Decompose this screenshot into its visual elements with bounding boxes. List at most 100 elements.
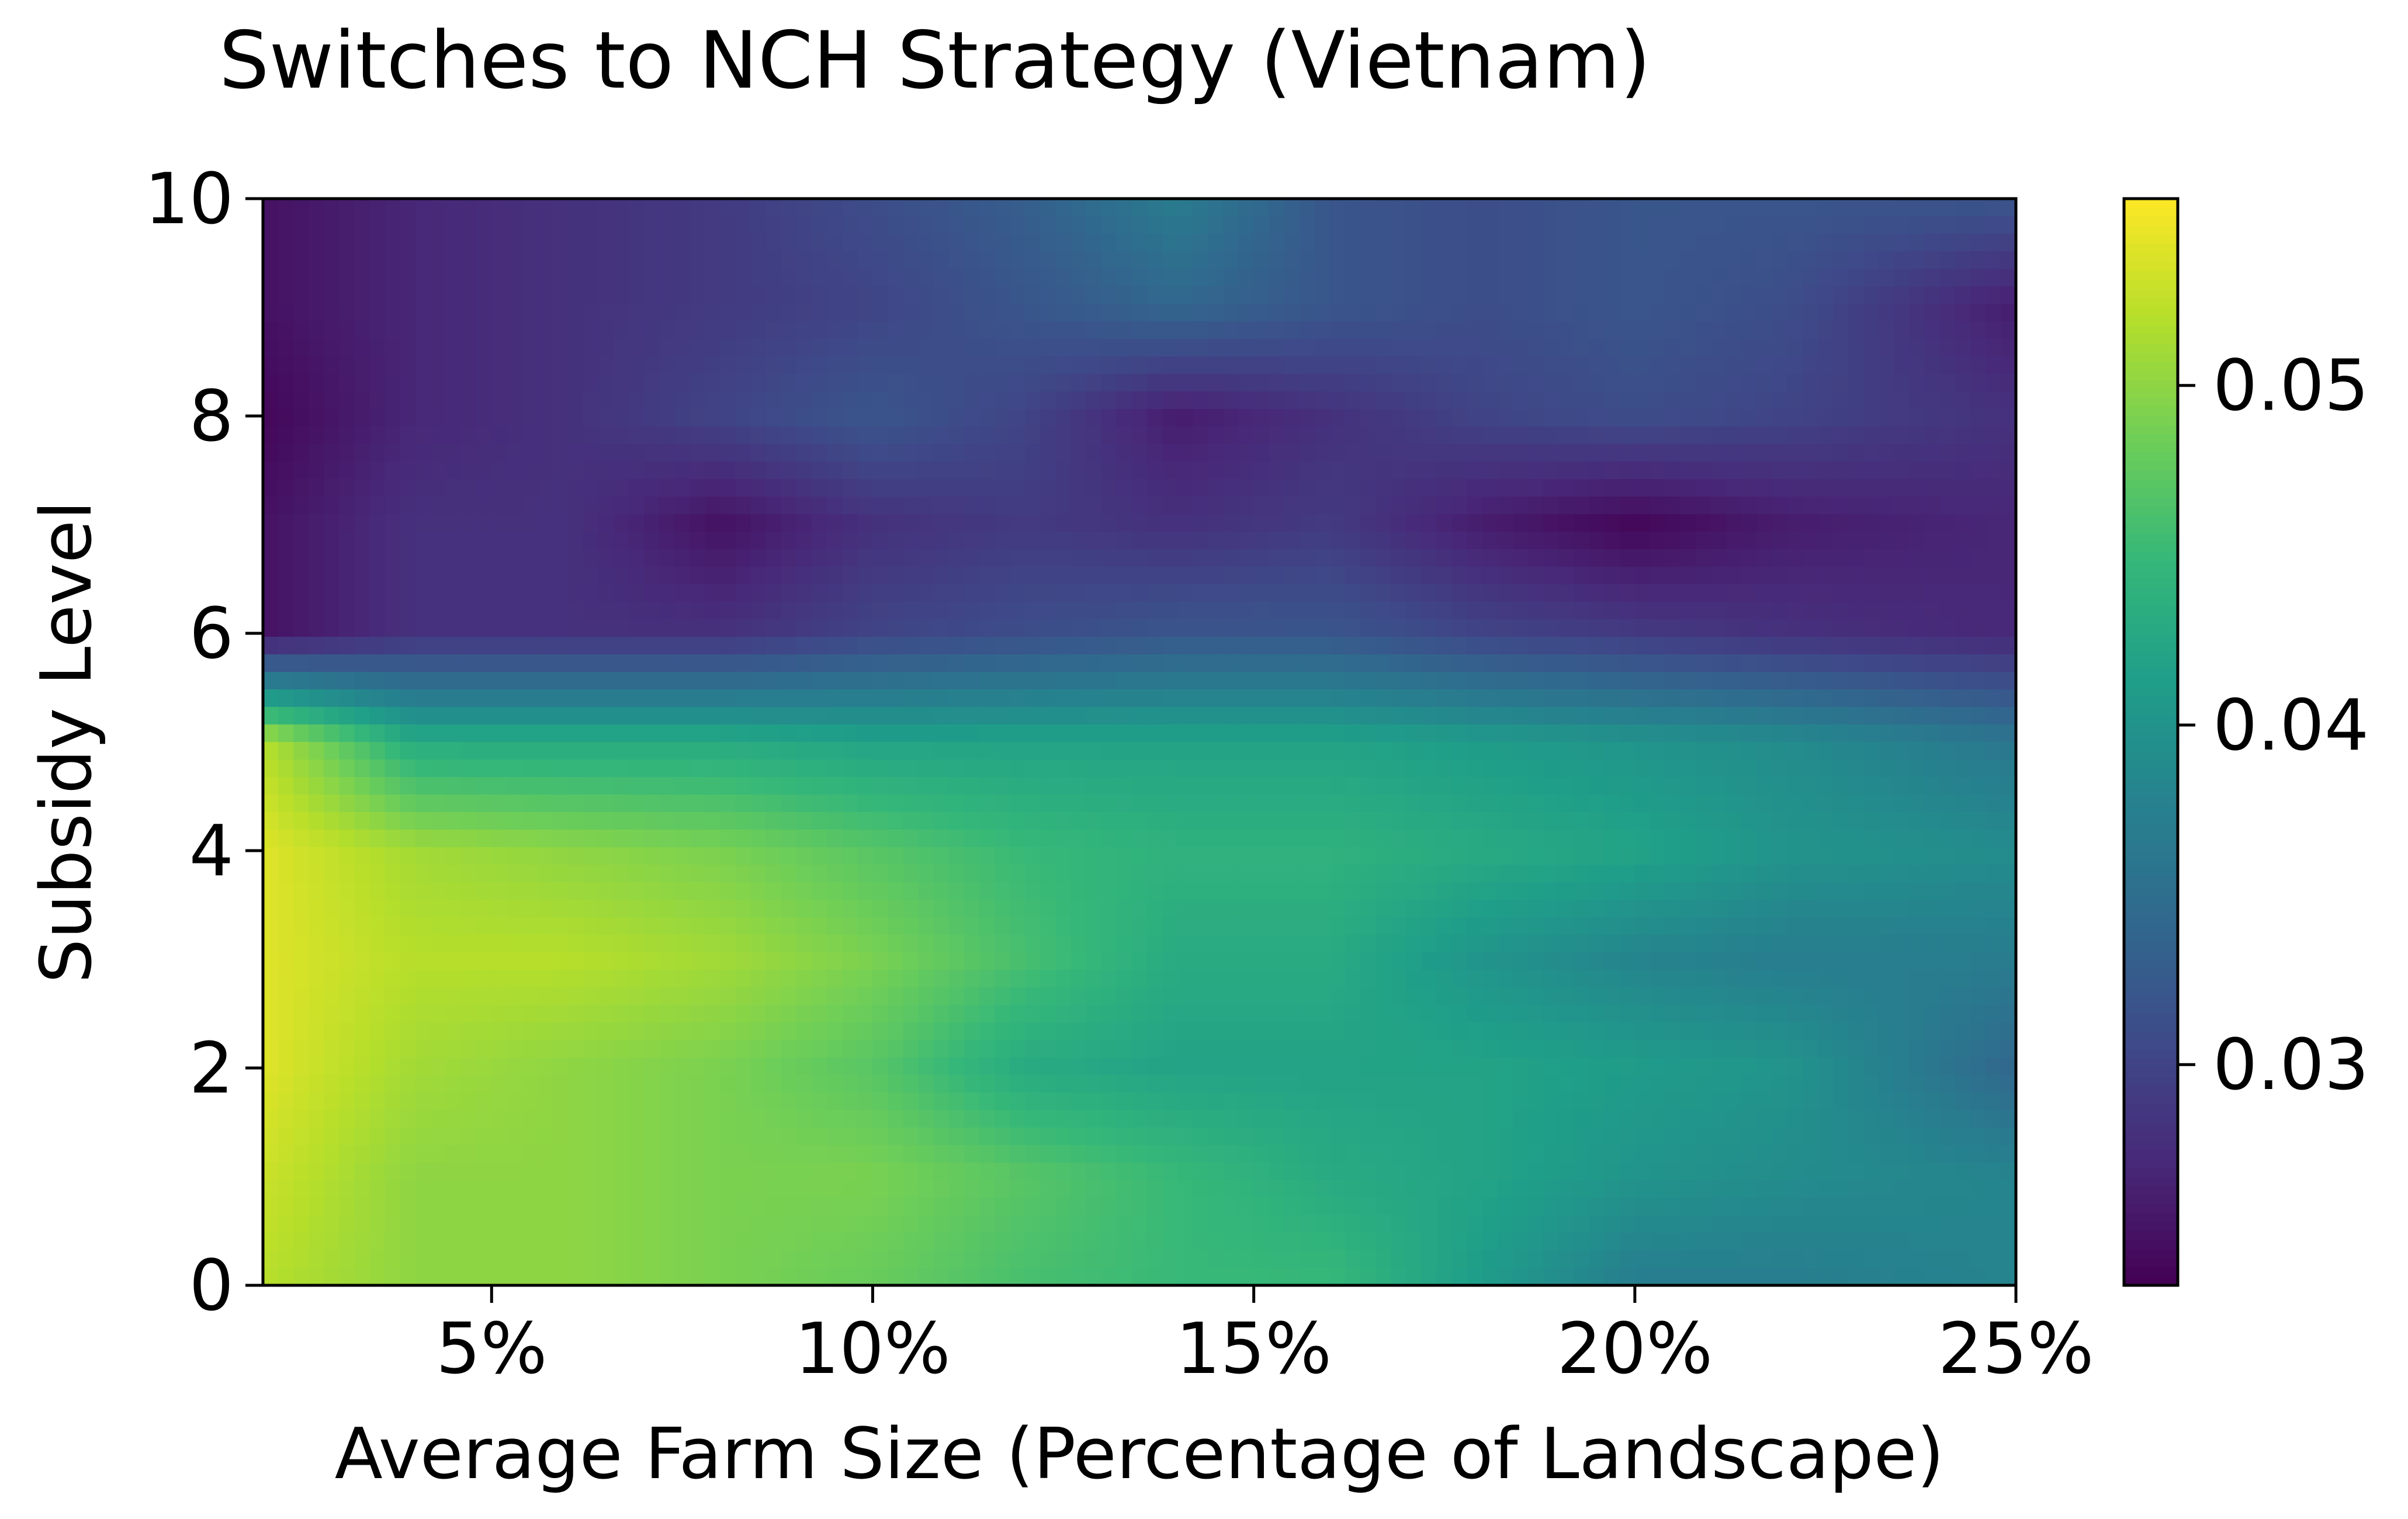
heatmap-cell bbox=[1909, 444, 1925, 462]
heatmap-cell bbox=[995, 251, 1011, 269]
heatmap-cell bbox=[979, 356, 995, 374]
heatmap-cell bbox=[1863, 444, 1880, 462]
heatmap-cell bbox=[1177, 426, 1194, 445]
heatmap-cell bbox=[1650, 479, 1666, 497]
heatmap-cell bbox=[491, 917, 508, 935]
heatmap-cell bbox=[1604, 304, 1620, 322]
heatmap-cell bbox=[705, 724, 721, 743]
heatmap-cell bbox=[1970, 409, 1986, 427]
heatmap-cell bbox=[1208, 812, 1224, 830]
heatmap-cell bbox=[1817, 216, 1834, 234]
heatmap-cell bbox=[933, 952, 950, 970]
heatmap-cell bbox=[1802, 251, 1818, 269]
heatmap-cell bbox=[309, 812, 325, 830]
heatmap-cell bbox=[1894, 795, 1910, 813]
heatmap-cell bbox=[1406, 847, 1422, 865]
heatmap-cell bbox=[1894, 462, 1910, 480]
heatmap-cell bbox=[964, 689, 980, 708]
heatmap-cell bbox=[1589, 234, 1605, 252]
heatmap-cell bbox=[1193, 742, 1209, 760]
heatmap-cell bbox=[1238, 199, 1255, 217]
heatmap-cell bbox=[720, 339, 736, 357]
heatmap-cell bbox=[995, 426, 1011, 445]
heatmap-cell bbox=[1528, 462, 1544, 480]
heatmap-cell bbox=[1970, 199, 1986, 217]
heatmap-cell bbox=[461, 356, 477, 374]
heatmap-cell bbox=[415, 444, 431, 462]
heatmap-cell bbox=[705, 637, 721, 655]
heatmap-cell bbox=[750, 584, 767, 602]
heatmap-cell bbox=[705, 426, 721, 445]
heatmap-cell bbox=[507, 724, 523, 743]
heatmap-cell bbox=[278, 409, 294, 427]
heatmap-cell bbox=[1436, 567, 1453, 585]
heatmap-cell bbox=[1817, 321, 1834, 339]
heatmap-cell bbox=[476, 479, 493, 497]
heatmap-cell bbox=[720, 269, 736, 287]
heatmap-cell bbox=[1863, 462, 1880, 480]
heatmap-cell bbox=[384, 549, 401, 567]
heatmap-cell bbox=[705, 777, 721, 795]
heatmap-cell bbox=[522, 602, 538, 620]
heatmap-cell bbox=[1055, 409, 1072, 427]
heatmap-cell bbox=[1299, 742, 1315, 760]
heatmap-cell bbox=[1863, 619, 1880, 637]
heatmap-cell bbox=[522, 672, 538, 690]
heatmap-cell bbox=[1070, 304, 1087, 322]
heatmap-cell bbox=[644, 321, 660, 339]
heatmap-cell bbox=[1055, 444, 1072, 462]
heatmap-cell bbox=[1131, 935, 1148, 953]
heatmap-cell bbox=[1772, 339, 1788, 357]
heatmap-cell bbox=[552, 339, 569, 357]
heatmap-cell bbox=[507, 497, 523, 515]
heatmap-cell bbox=[1985, 917, 2001, 935]
heatmap-cell bbox=[1741, 760, 1758, 778]
heatmap-cell bbox=[1345, 760, 1361, 778]
heatmap-cell bbox=[1879, 654, 1895, 672]
heatmap-cell bbox=[1040, 304, 1056, 322]
heatmap-cell bbox=[1406, 865, 1422, 883]
heatmap-cell bbox=[979, 549, 995, 567]
heatmap-cell bbox=[903, 742, 919, 760]
heatmap-cell bbox=[750, 724, 767, 743]
heatmap-cell bbox=[1360, 479, 1377, 497]
heatmap-cell bbox=[1451, 637, 1468, 655]
heatmap-cell bbox=[1025, 497, 1041, 515]
heatmap-cell bbox=[1650, 356, 1666, 374]
heatmap-cell bbox=[1528, 917, 1544, 935]
heatmap-cell bbox=[1253, 286, 1270, 304]
heatmap-cell bbox=[857, 234, 874, 252]
heatmap-cell bbox=[1832, 777, 1849, 795]
heatmap-cell bbox=[1330, 532, 1346, 550]
heatmap-cell bbox=[1543, 286, 1560, 304]
heatmap-cell bbox=[1421, 882, 1437, 900]
heatmap-cell bbox=[1269, 707, 1285, 725]
heatmap-cell bbox=[1787, 760, 1803, 778]
heatmap-cell bbox=[1451, 689, 1468, 708]
heatmap-cell bbox=[1101, 339, 1117, 357]
heatmap-cell bbox=[1894, 847, 1910, 865]
heatmap-cell bbox=[1558, 216, 1575, 234]
heatmap-cell bbox=[979, 742, 995, 760]
heatmap-cell bbox=[567, 760, 584, 778]
heatmap-cell bbox=[1787, 199, 1803, 217]
heatmap-cell bbox=[309, 321, 325, 339]
heatmap-cell bbox=[1787, 830, 1803, 848]
heatmap-cell bbox=[1116, 584, 1132, 602]
heatmap-cell bbox=[1177, 602, 1194, 620]
heatmap-cell bbox=[598, 760, 614, 778]
heatmap-cell bbox=[263, 216, 279, 234]
heatmap-cell bbox=[369, 672, 386, 690]
heatmap-cell bbox=[1086, 356, 1102, 374]
heatmap-cell bbox=[415, 602, 431, 620]
heatmap-cell bbox=[1696, 654, 1712, 672]
heatmap-cell bbox=[1619, 567, 1636, 585]
heatmap-cell bbox=[1482, 707, 1498, 725]
heatmap-cell bbox=[1650, 672, 1666, 690]
heatmap-cell bbox=[1498, 619, 1513, 637]
heatmap-cell bbox=[1848, 689, 1864, 708]
heatmap-cell bbox=[1543, 391, 1560, 410]
heatmap-cell bbox=[1528, 777, 1544, 795]
heatmap-cell bbox=[1451, 917, 1468, 935]
heatmap-cell bbox=[796, 304, 812, 322]
